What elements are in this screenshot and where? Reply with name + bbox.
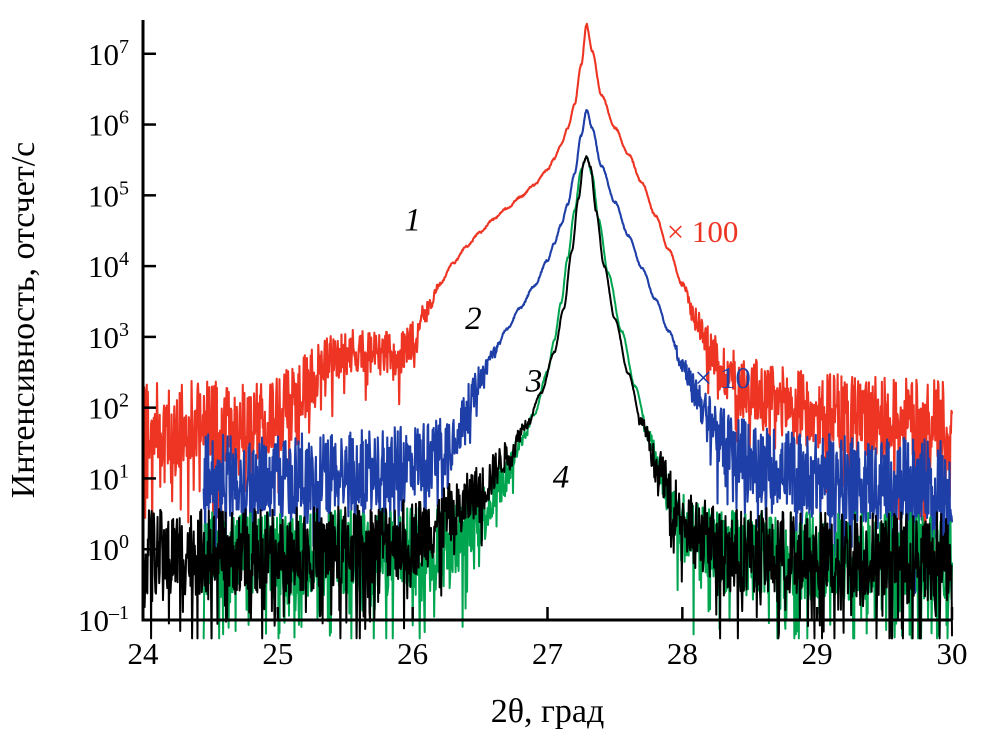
labels-layer: 24 25 26 27 28 29 3010–11001011021031041051061… [5, 36, 968, 730]
x-tick-label-29: 29 [802, 636, 833, 671]
x-axis-title: 2θ, град [491, 693, 605, 730]
annotation-4: 4 [553, 459, 570, 495]
annotation-100: × 100 [667, 214, 739, 249]
axes-layer [141, 20, 954, 622]
annotation-3: 3 [525, 363, 543, 399]
x-tick-label-24: 24 [128, 636, 160, 671]
x-tick-label-26: 26 [397, 636, 428, 671]
curves-layer [141, 22, 954, 640]
annotation-2: 2 [465, 301, 482, 337]
annotation-10: × 10 [695, 360, 751, 395]
curve-1 [141, 22, 954, 540]
annotation-1: 1 [404, 202, 421, 238]
x-tick-label-27: 27 [532, 636, 563, 671]
y-axis-title: Интенсивность, отсчет/с [5, 142, 42, 499]
curve-4 [142, 155, 953, 640]
x-tick-label-28: 28 [667, 636, 698, 671]
x-tick-label-25: 25 [262, 636, 293, 671]
x-tick-label-30: 30 [937, 636, 968, 671]
curve-2 [202, 108, 954, 598]
